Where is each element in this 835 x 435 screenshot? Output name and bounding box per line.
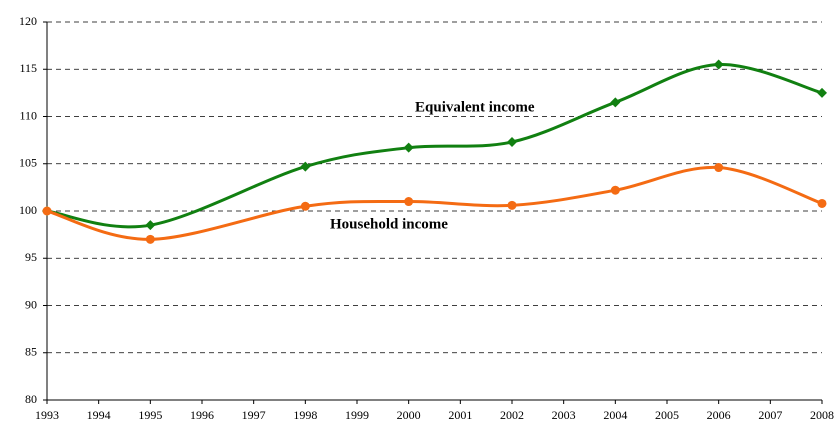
y-tick-label: 90 <box>25 297 37 311</box>
marker <box>817 87 827 98</box>
x-tick-label: 2005 <box>655 408 679 422</box>
y-tick-label: 110 <box>19 108 37 122</box>
x-tick-label: 1998 <box>293 408 317 422</box>
y-tick-label: 80 <box>25 392 37 406</box>
y-tick-label: 85 <box>25 345 37 359</box>
marker <box>714 163 724 173</box>
marker <box>610 97 621 108</box>
x-tick-label: 2003 <box>552 408 576 422</box>
series-label: Household income <box>330 216 448 232</box>
x-tick-label: 2001 <box>448 408 472 422</box>
y-tick-label: 95 <box>25 250 37 264</box>
x-tick-label: 1996 <box>190 408 214 422</box>
x-tick-label: 2008 <box>810 408 834 422</box>
x-tick-label: 1993 <box>35 408 59 422</box>
marker <box>817 198 827 208</box>
marker <box>300 161 311 172</box>
marker <box>145 234 155 244</box>
marker <box>145 220 156 231</box>
y-tick-label: 105 <box>19 156 37 170</box>
marker <box>42 206 52 216</box>
x-tick-label: 1994 <box>87 408 111 422</box>
x-tick-label: 2006 <box>707 408 731 422</box>
marker <box>610 185 620 195</box>
x-tick-label: 2002 <box>500 408 524 422</box>
marker <box>404 197 414 207</box>
x-tick-label: 1995 <box>138 408 162 422</box>
y-tick-label: 120 <box>19 14 37 28</box>
x-tick-label: 2004 <box>603 408 627 422</box>
marker <box>507 200 517 210</box>
x-tick-label: 2000 <box>397 408 421 422</box>
y-tick-label: 100 <box>19 203 37 217</box>
marker <box>300 201 310 211</box>
y-tick-label: 115 <box>19 61 37 75</box>
x-tick-label: 1997 <box>242 408 266 422</box>
marker <box>713 59 724 70</box>
x-tick-label: 1999 <box>345 408 369 422</box>
marker <box>403 142 414 153</box>
x-tick-label: 2007 <box>758 408 782 422</box>
series-label: Equivalent income <box>415 99 535 115</box>
line <box>46 63 823 229</box>
marker <box>507 137 517 148</box>
line <box>46 165 823 241</box>
